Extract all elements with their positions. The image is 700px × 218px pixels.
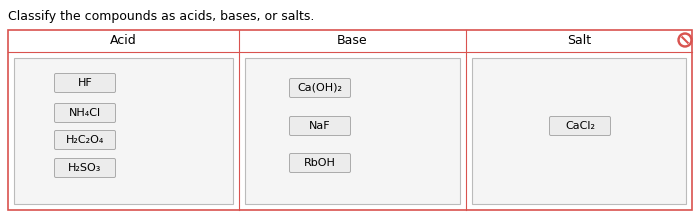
- Text: NaF: NaF: [309, 121, 331, 131]
- Text: Classify the compounds as acids, bases, or salts.: Classify the compounds as acids, bases, …: [8, 10, 314, 23]
- FancyBboxPatch shape: [245, 58, 460, 204]
- FancyBboxPatch shape: [55, 131, 116, 150]
- Text: Base: Base: [337, 34, 368, 48]
- FancyBboxPatch shape: [290, 78, 351, 97]
- Text: HF: HF: [78, 78, 92, 88]
- Text: Salt: Salt: [567, 34, 591, 48]
- FancyBboxPatch shape: [550, 116, 610, 136]
- Text: Acid: Acid: [110, 34, 137, 48]
- Circle shape: [680, 36, 690, 44]
- Text: H₂C₂O₄: H₂C₂O₄: [66, 135, 104, 145]
- FancyBboxPatch shape: [290, 116, 351, 136]
- Text: H₂SO₃: H₂SO₃: [69, 163, 102, 173]
- FancyBboxPatch shape: [472, 58, 686, 204]
- FancyBboxPatch shape: [55, 158, 116, 177]
- FancyBboxPatch shape: [8, 30, 692, 210]
- Text: RbOH: RbOH: [304, 158, 336, 168]
- Text: NH₄Cl: NH₄Cl: [69, 108, 101, 118]
- FancyBboxPatch shape: [55, 104, 116, 123]
- Text: CaCl₂: CaCl₂: [565, 121, 595, 131]
- FancyBboxPatch shape: [14, 58, 233, 204]
- FancyBboxPatch shape: [290, 153, 351, 172]
- FancyBboxPatch shape: [55, 73, 116, 92]
- Circle shape: [678, 33, 692, 47]
- Text: Ca(OH)₂: Ca(OH)₂: [298, 83, 342, 93]
